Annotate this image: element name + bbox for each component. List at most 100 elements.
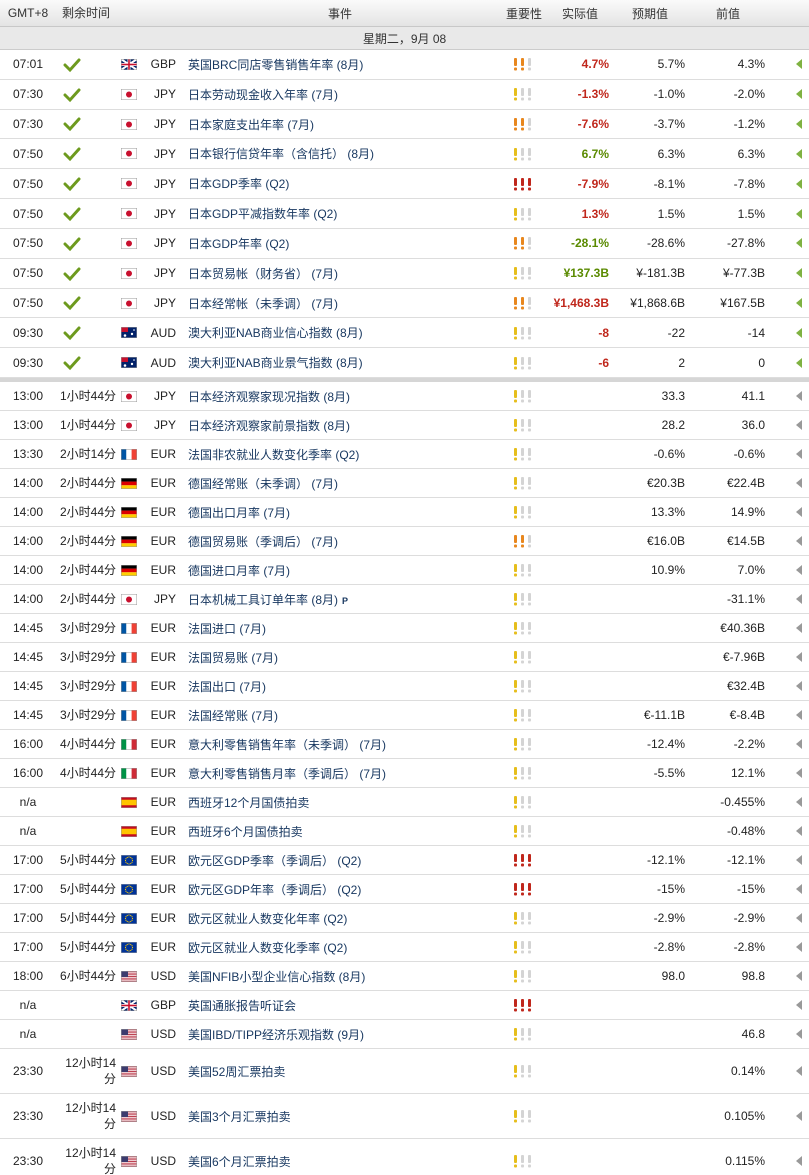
event-row[interactable]: n/a GBP 英国通胀报告听证会 (0, 991, 809, 1021)
arrow-icon[interactable] (795, 739, 803, 750)
event-text[interactable]: 日本机械工具订单年率 (8月) (188, 592, 339, 607)
event-row[interactable]: 16:00 4小时44分 EUR 意大利零售销售月率（季调后） (7月) -5.5% 12… (0, 759, 809, 789)
event-text[interactable]: 日本经济观察家前景指数 (8月) (188, 418, 351, 433)
expand-arrow[interactable] (768, 739, 809, 750)
expand-arrow[interactable] (768, 420, 809, 431)
event-row[interactable]: 07:30 JPY 日本劳动现金收入年率 (7月) -1.3% -1.0% -2.0% (0, 80, 809, 110)
arrow-icon[interactable] (795, 298, 803, 309)
arrow-icon[interactable] (795, 768, 803, 779)
arrow-icon[interactable] (795, 536, 803, 547)
arrow-icon[interactable] (795, 420, 803, 431)
event-text[interactable]: 日本银行信贷年率（含信托） (8月) (188, 147, 375, 162)
expand-arrow[interactable] (768, 623, 809, 634)
expand-arrow[interactable] (768, 884, 809, 895)
expand-arrow[interactable] (768, 1111, 809, 1122)
event-text[interactable]: 欧元区GDP季率（季调后） (Q2) (188, 853, 362, 868)
arrow-icon[interactable] (795, 119, 803, 130)
event-text[interactable]: 美国52周汇票拍卖 (188, 1064, 286, 1079)
arrow-icon[interactable] (795, 884, 803, 895)
event-text[interactable]: 意大利零售销售月率（季调后） (7月) (188, 766, 387, 781)
event-row[interactable]: 13:30 2小时14分 EUR 法国非农就业人数变化季率 (Q2) -0.6% -0.6… (0, 440, 809, 470)
expand-arrow[interactable] (768, 449, 809, 460)
arrow-icon[interactable] (795, 565, 803, 576)
arrow-icon[interactable] (795, 797, 803, 808)
expand-arrow[interactable] (768, 357, 809, 368)
event-row[interactable]: 17:00 5小时44分 EUR 欧元区就业人数变化年率 (Q2) -2.9% -2.9% (0, 904, 809, 934)
expand-arrow[interactable] (768, 681, 809, 692)
expand-arrow[interactable] (768, 1000, 809, 1011)
event-row[interactable]: 14:00 2小时44分 EUR 德国贸易账（季调后） (7月) €16.0B €14.5… (0, 527, 809, 557)
event-row[interactable]: 14:00 2小时44分 EUR 德国经常账（未季调） (7月) €20.3B €22.4… (0, 469, 809, 499)
expand-arrow[interactable] (768, 478, 809, 489)
event-text[interactable]: 德国进口月率 (7月) (188, 563, 291, 578)
event-text[interactable]: 日本家庭支出年率 (7月) (188, 117, 315, 132)
expand-arrow[interactable] (768, 391, 809, 402)
expand-arrow[interactable] (768, 1066, 809, 1077)
event-row[interactable]: n/a USD 美国IBD/TIPP经济乐观指数 (9月) 46.8 (0, 1020, 809, 1050)
event-text[interactable]: 日本劳动现金收入年率 (7月) (188, 87, 339, 102)
expand-arrow[interactable] (768, 327, 809, 338)
arrow-icon[interactable] (795, 942, 803, 953)
event-row[interactable]: 07:50 JPY 日本贸易帐（财务省） (7月) ¥137.3B ¥-181.3B ¥-… (0, 259, 809, 289)
event-row[interactable]: 13:00 1小时44分 JPY 日本经济观察家现况指数 (8月) 33.3 41.1 (0, 382, 809, 412)
event-text[interactable]: 日本经济观察家现况指数 (8月) (188, 389, 351, 404)
event-text[interactable]: 美国IBD/TIPP经济乐观指数 (9月) (188, 1027, 365, 1042)
event-text[interactable]: 欧元区GDP年率（季调后） (Q2) (188, 882, 362, 897)
event-text[interactable]: 美国NFIB小型企业信心指数 (8月) (188, 969, 366, 984)
event-text[interactable]: 日本贸易帐（财务省） (7月) (188, 266, 339, 281)
event-row[interactable]: 07:50 JPY 日本银行信贷年率（含信托） (8月) 6.7% 6.3% 6.3% (0, 139, 809, 170)
expand-arrow[interactable] (768, 1156, 809, 1167)
event-text[interactable]: 日本GDP季率 (Q2) (188, 177, 290, 192)
event-row[interactable]: 23:30 12小时14分 USD 美国6个月汇票拍卖 0.115% (0, 1139, 809, 1175)
event-text[interactable]: 美国6个月汇票拍卖 (188, 1154, 291, 1169)
expand-arrow[interactable] (768, 59, 809, 70)
event-row[interactable]: 23:30 12小时14分 USD 美国52周汇票拍卖 0.14% (0, 1049, 809, 1095)
expand-arrow[interactable] (768, 208, 809, 219)
event-text[interactable]: 英国BRC同店零售销售年率 (8月) (188, 57, 364, 72)
arrow-icon[interactable] (795, 507, 803, 518)
event-text[interactable]: 德国经常账（未季调） (7月) (188, 476, 339, 491)
expand-arrow[interactable] (768, 565, 809, 576)
event-row[interactable]: 07:50 JPY 日本经常帐（未季调） (7月) ¥1,468.3B ¥1,868.6… (0, 289, 809, 319)
arrow-icon[interactable] (795, 357, 803, 368)
expand-arrow[interactable] (768, 768, 809, 779)
expand-arrow[interactable] (768, 238, 809, 249)
expand-arrow[interactable] (768, 148, 809, 159)
event-text[interactable]: 意大利零售销售年率（未季调） (7月) (188, 737, 387, 752)
expand-arrow[interactable] (768, 507, 809, 518)
expand-arrow[interactable] (768, 971, 809, 982)
expand-arrow[interactable] (768, 89, 809, 100)
event-text[interactable]: 法国经常账 (7月) (188, 708, 279, 723)
expand-arrow[interactable] (768, 536, 809, 547)
arrow-icon[interactable] (795, 178, 803, 189)
event-row[interactable]: 17:00 5小时44分 EUR 欧元区GDP季率（季调后） (Q2) -12.1% -1… (0, 846, 809, 876)
event-text[interactable]: 法国非农就业人数变化季率 (Q2) (188, 447, 360, 462)
event-row[interactable]: 14:45 3小时29分 EUR 法国进口 (7月) €40.36B (0, 614, 809, 644)
event-row[interactable]: n/a EUR 西班牙6个月国债拍卖 -0.48% (0, 817, 809, 847)
event-text[interactable]: 法国进口 (7月) (188, 621, 267, 636)
event-text[interactable]: 法国出口 (7月) (188, 679, 267, 694)
event-row[interactable]: 07:50 JPY 日本GDP年率 (Q2) -28.1% -28.6% -27.8% (0, 229, 809, 259)
expand-arrow[interactable] (768, 913, 809, 924)
event-row[interactable]: 14:00 2小时44分 EUR 德国出口月率 (7月) 13.3% 14.9% (0, 498, 809, 528)
expand-arrow[interactable] (768, 1029, 809, 1040)
event-text[interactable]: 美国3个月汇票拍卖 (188, 1109, 291, 1124)
expand-arrow[interactable] (768, 298, 809, 309)
arrow-icon[interactable] (795, 594, 803, 605)
arrow-icon[interactable] (795, 1111, 803, 1122)
event-text[interactable]: 法国贸易账 (7月) (188, 650, 279, 665)
arrow-icon[interactable] (795, 148, 803, 159)
event-row[interactable]: 07:50 JPY 日本GDP平减指数年率 (Q2) 1.3% 1.5% 1.5% (0, 199, 809, 229)
event-text[interactable]: 日本GDP年率 (Q2) (188, 236, 290, 251)
expand-arrow[interactable] (768, 942, 809, 953)
event-row[interactable]: 14:45 3小时29分 EUR 法国出口 (7月) €32.4B (0, 672, 809, 702)
expand-arrow[interactable] (768, 594, 809, 605)
expand-arrow[interactable] (768, 119, 809, 130)
expand-arrow[interactable] (768, 178, 809, 189)
event-text[interactable]: 日本经常帐（未季调） (7月) (188, 296, 339, 311)
arrow-icon[interactable] (795, 327, 803, 338)
expand-arrow[interactable] (768, 855, 809, 866)
arrow-icon[interactable] (795, 1029, 803, 1040)
event-text[interactable]: 日本GDP平减指数年率 (Q2) (188, 207, 338, 222)
event-row[interactable]: 07:30 JPY 日本家庭支出年率 (7月) -7.6% -3.7% -1.2% (0, 110, 809, 140)
